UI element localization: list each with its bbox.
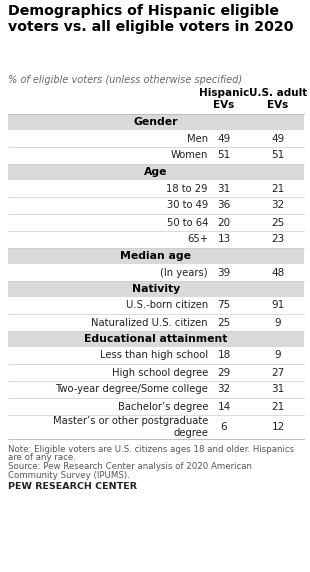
Text: (In years): (In years)	[160, 268, 208, 277]
Text: 51: 51	[217, 150, 231, 161]
Text: 91: 91	[271, 300, 285, 311]
Text: 18 to 29: 18 to 29	[166, 184, 208, 193]
Text: High school degree: High school degree	[112, 367, 208, 378]
Text: Note: Eligible voters are U.S. citizens ages 18 and older. Hispanics: Note: Eligible voters are U.S. citizens …	[8, 445, 294, 454]
Bar	[8, 197, 304, 214]
Bar	[8, 231, 304, 248]
Bar	[8, 331, 304, 347]
Text: 9: 9	[275, 351, 281, 360]
Bar	[8, 347, 304, 364]
Text: Community Survey (IPUMS).: Community Survey (IPUMS).	[8, 471, 130, 479]
Bar	[8, 415, 304, 439]
Text: are of any race.: are of any race.	[8, 454, 76, 463]
Text: U.S.-born citizen: U.S.-born citizen	[126, 300, 208, 311]
Bar	[8, 248, 304, 264]
Text: Women: Women	[170, 150, 208, 161]
Text: Demographics of Hispanic eligible
voters vs. all eligible voters in 2020: Demographics of Hispanic eligible voters…	[8, 4, 294, 34]
Text: 32: 32	[271, 201, 285, 210]
Text: Naturalized U.S. citizen: Naturalized U.S. citizen	[91, 317, 208, 328]
Text: Gender: Gender	[134, 117, 178, 127]
Text: 27: 27	[271, 367, 285, 378]
Text: 75: 75	[217, 300, 231, 311]
Text: 29: 29	[217, 367, 231, 378]
Bar	[8, 114, 304, 130]
Text: Educational attainment: Educational attainment	[84, 334, 228, 344]
Text: 12: 12	[271, 422, 285, 432]
Bar	[8, 398, 304, 415]
Text: Age: Age	[144, 167, 168, 177]
Text: 50 to 64: 50 to 64	[167, 217, 208, 228]
Bar	[8, 180, 304, 197]
Text: 39: 39	[217, 268, 231, 277]
Text: % of eligible voters (unless otherwise specified): % of eligible voters (unless otherwise s…	[8, 75, 242, 85]
Text: 48: 48	[271, 268, 285, 277]
Text: PEW RESEARCH CENTER: PEW RESEARCH CENTER	[8, 482, 137, 491]
Text: 14: 14	[217, 402, 231, 411]
Text: 36: 36	[217, 201, 231, 210]
Bar	[8, 381, 304, 398]
Text: 49: 49	[217, 133, 231, 144]
Text: 30 to 49: 30 to 49	[167, 201, 208, 210]
Bar	[8, 264, 304, 281]
Text: Less than high school: Less than high school	[100, 351, 208, 360]
Text: 13: 13	[217, 235, 231, 244]
Text: Source: Pew Research Center analysis of 2020 American: Source: Pew Research Center analysis of …	[8, 462, 252, 471]
Bar	[8, 147, 304, 164]
Text: U.S. adult
EVs: U.S. adult EVs	[249, 88, 307, 110]
Text: 25: 25	[271, 217, 285, 228]
Text: 32: 32	[217, 384, 231, 395]
Text: 20: 20	[217, 217, 231, 228]
Bar	[8, 130, 304, 147]
Text: 51: 51	[271, 150, 285, 161]
Text: Hispanic
EVs: Hispanic EVs	[199, 88, 249, 110]
Text: 21: 21	[271, 402, 285, 411]
Bar	[8, 281, 304, 297]
Text: Two-year degree/Some college: Two-year degree/Some college	[55, 384, 208, 395]
Bar	[8, 164, 304, 180]
Text: Bachelor’s degree: Bachelor’s degree	[117, 402, 208, 411]
Bar	[8, 364, 304, 381]
Text: 65+: 65+	[187, 235, 208, 244]
Text: 21: 21	[271, 184, 285, 193]
Bar	[8, 297, 304, 314]
Text: 49: 49	[271, 133, 285, 144]
Text: 9: 9	[275, 317, 281, 328]
Text: Median age: Median age	[121, 251, 192, 261]
Bar	[8, 314, 304, 331]
Text: Nativity: Nativity	[132, 284, 180, 294]
Text: 18: 18	[217, 351, 231, 360]
Text: 31: 31	[217, 184, 231, 193]
Text: 23: 23	[271, 235, 285, 244]
Text: 6: 6	[221, 422, 227, 432]
Text: Men: Men	[187, 133, 208, 144]
Bar	[8, 214, 304, 231]
Text: 31: 31	[271, 384, 285, 395]
Text: Master’s or other postgraduate
degree: Master’s or other postgraduate degree	[53, 416, 208, 438]
Text: 25: 25	[217, 317, 231, 328]
